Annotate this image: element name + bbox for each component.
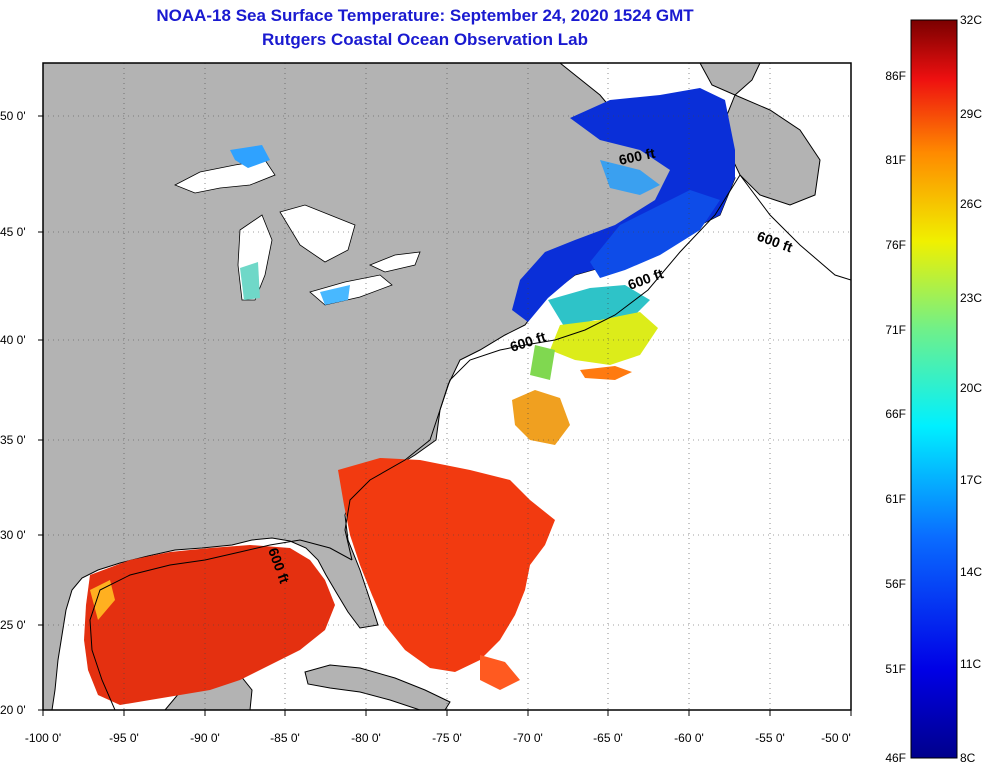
lat-label: 40 0' bbox=[0, 333, 26, 347]
land-labrador bbox=[699, 63, 761, 96]
map-body: 600 ft 600 ft 600 ft 600 ft 600 ft bbox=[43, 63, 851, 710]
fahrenheit-label: 56F bbox=[885, 577, 906, 591]
isobath-600ft bbox=[89, 174, 851, 710]
lat-label: 30 0' bbox=[0, 528, 26, 542]
colorbar-fahrenheit-labels: 86F 81F 76F 71F 66F 61F 56F 51F 46F bbox=[885, 69, 906, 765]
lat-label: 20 0' bbox=[0, 703, 26, 717]
celsius-label: 32C bbox=[960, 13, 982, 27]
latitude-labels: 50 0' 45 0' 40 0' 35 0' 30 0' 25 0' 20 0… bbox=[0, 109, 26, 717]
lon-label: -90 0' bbox=[190, 731, 220, 745]
sst-field bbox=[84, 88, 735, 705]
celsius-label: 8C bbox=[960, 751, 976, 765]
lon-label: -60 0' bbox=[674, 731, 704, 745]
fahrenheit-label: 46F bbox=[885, 751, 906, 765]
lon-label: -80 0' bbox=[351, 731, 381, 745]
lat-label: 25 0' bbox=[0, 618, 26, 632]
axis-ticks bbox=[38, 115, 852, 716]
celsius-label: 17C bbox=[960, 473, 982, 487]
lon-label: -85 0' bbox=[270, 731, 300, 745]
fahrenheit-label: 51F bbox=[885, 662, 906, 676]
lon-label: -95 0' bbox=[109, 731, 139, 745]
colorbar: 32C 29C 26C 23C 20C 17C 14C 11C 8C 86F 8… bbox=[885, 13, 982, 765]
lat-label: 50 0' bbox=[0, 109, 26, 123]
lon-label: -50 0' bbox=[821, 731, 851, 745]
land-cuba bbox=[304, 664, 451, 710]
map-title: NOAA-18 Sea Surface Temperature: Septemb… bbox=[156, 6, 694, 25]
celsius-label: 11C bbox=[960, 657, 981, 671]
celsius-label: 29C bbox=[960, 107, 982, 121]
fahrenheit-label: 61F bbox=[885, 492, 906, 506]
lon-label: -70 0' bbox=[513, 731, 543, 745]
lon-label: -55 0' bbox=[755, 731, 785, 745]
celsius-label: 26C bbox=[960, 197, 982, 211]
celsius-label: 20C bbox=[960, 381, 982, 395]
colorbar-celsius-labels: 32C 29C 26C 23C 20C 17C 14C 11C 8C bbox=[960, 13, 982, 765]
lat-label: 35 0' bbox=[0, 433, 26, 447]
lon-label: -65 0' bbox=[593, 731, 623, 745]
contour-label-1: 600 ft bbox=[617, 145, 656, 168]
celsius-label: 14C bbox=[960, 565, 982, 579]
fahrenheit-label: 86F bbox=[885, 69, 906, 83]
colorbar-gradient bbox=[910, 19, 958, 759]
fahrenheit-label: 66F bbox=[885, 407, 906, 421]
longitude-labels: -100 0' -95 0' -90 0' -85 0' -80 0' -75 … bbox=[25, 731, 851, 745]
lat-label: 45 0' bbox=[0, 225, 26, 239]
map-subtitle: Rutgers Coastal Ocean Observation Lab bbox=[262, 30, 588, 49]
fahrenheit-label: 71F bbox=[885, 323, 906, 337]
celsius-label: 23C bbox=[960, 291, 982, 305]
lon-label: -75 0' bbox=[432, 731, 462, 745]
fahrenheit-label: 81F bbox=[885, 153, 906, 167]
lon-label: -100 0' bbox=[25, 731, 61, 745]
fahrenheit-label: 76F bbox=[885, 238, 906, 252]
